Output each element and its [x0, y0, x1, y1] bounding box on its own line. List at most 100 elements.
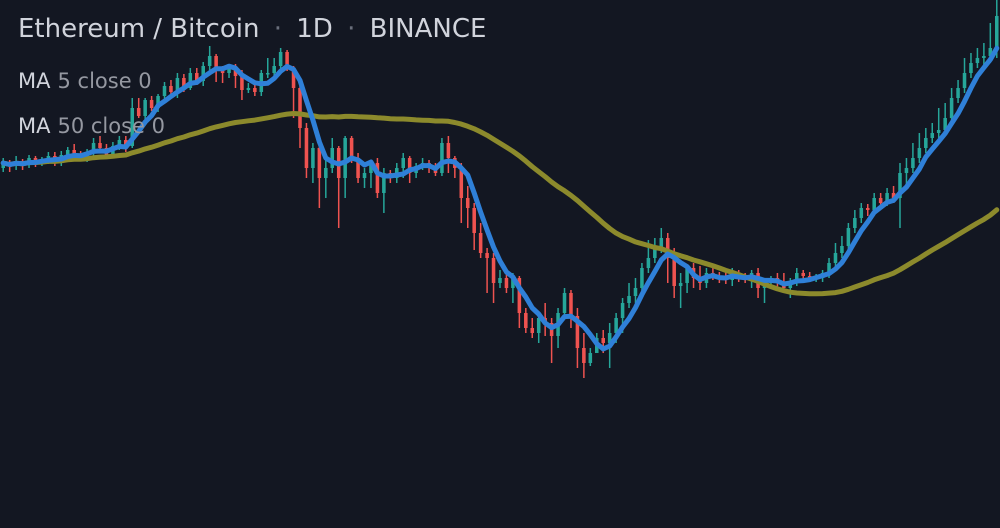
candle-body [130, 108, 135, 146]
candle-body [182, 78, 186, 88]
candle-body [562, 293, 567, 313]
candle-body [349, 138, 354, 158]
indicator-name: MA [18, 69, 51, 93]
candle-body [582, 348, 586, 363]
candle-body [524, 313, 528, 328]
candle-body [285, 52, 289, 68]
candle-body [936, 130, 941, 133]
candle-body [175, 78, 180, 92]
candle-body [627, 296, 631, 303]
candle-body [207, 56, 212, 66]
candle-body [214, 56, 218, 68]
candle-body [614, 318, 618, 333]
candle-body [536, 318, 541, 333]
candle-body [827, 263, 831, 273]
symbol-name[interactable]: Ethereum / Bitcoin [18, 14, 260, 44]
candle-body [633, 288, 638, 296]
candle-body [459, 168, 464, 198]
candle-body [646, 258, 651, 268]
candle-body [343, 138, 347, 178]
candle-body [924, 138, 928, 148]
candle-body [98, 143, 102, 148]
candle-body [575, 316, 580, 348]
candle-body [653, 248, 657, 258]
candle-body [124, 140, 128, 146]
candle-body [917, 148, 922, 158]
candle-body [885, 193, 889, 203]
candle-body [188, 73, 193, 88]
candle-body [362, 173, 367, 178]
candle-body [143, 100, 147, 116]
candle-body [246, 88, 251, 90]
candle-body [201, 66, 205, 81]
candle-body [369, 163, 373, 173]
indicator-ma5[interactable]: MA 5 close 0 [18, 69, 152, 93]
candle-body [588, 353, 593, 363]
candle-body [659, 238, 664, 248]
candles-layer [1, 0, 999, 378]
candle-body [156, 96, 160, 108]
candle-body [169, 86, 173, 92]
candle-body [478, 233, 483, 253]
candle-body [601, 338, 605, 343]
candle-body [440, 143, 444, 173]
candle-body [317, 148, 322, 178]
candle-body [949, 98, 954, 118]
candle-body [253, 88, 257, 92]
candle-body [904, 168, 909, 173]
candle-body [943, 118, 947, 130]
candle-body [498, 278, 502, 283]
candle-body [569, 293, 573, 316]
candle-body [401, 158, 405, 168]
candle-body [375, 163, 380, 193]
candle-body [530, 328, 535, 333]
candle-body [195, 73, 199, 81]
candle-body [833, 253, 838, 263]
candle-body [911, 158, 915, 168]
candle-body [872, 198, 876, 210]
candle-body [491, 258, 496, 283]
candle-body [304, 128, 309, 168]
candle-body [465, 198, 470, 208]
candle-body [956, 88, 960, 98]
candle-body [291, 68, 296, 88]
candle-body [962, 73, 967, 88]
interval-label[interactable]: 1D [296, 14, 333, 44]
candle-body [240, 76, 244, 90]
candle-body [117, 140, 122, 146]
candle-body [685, 268, 689, 283]
candle-body [517, 278, 522, 313]
candle-body [678, 283, 683, 286]
ma5-line [0, 45, 1000, 352]
indicator-ma50[interactable]: MA 50 close 0 [18, 114, 165, 138]
candle-body [607, 333, 612, 343]
candle-body [72, 150, 76, 154]
candle-body [136, 108, 141, 116]
candle-body [640, 268, 644, 288]
candle-body [930, 133, 935, 138]
candle-body [995, 16, 999, 48]
candle-body [446, 143, 451, 158]
candle-body [865, 208, 870, 210]
candle-body [298, 88, 302, 128]
candle-body [278, 52, 283, 66]
ma50-line [0, 111, 1000, 297]
candle-body [878, 198, 883, 203]
candle-body [975, 58, 980, 63]
candle-body [472, 208, 476, 233]
candle-body [162, 86, 167, 96]
candle-body [853, 218, 857, 228]
candle-body [407, 158, 412, 173]
candle-body [620, 303, 625, 318]
candle-body [227, 68, 231, 73]
candle-body [265, 73, 270, 75]
candle-body [672, 258, 676, 286]
indicator-name: MA [18, 114, 51, 138]
candle-body [982, 56, 986, 58]
candle-body [988, 48, 993, 56]
exchange-label: BINANCE [369, 14, 487, 44]
candle-body [511, 278, 515, 288]
candle-body [272, 66, 276, 73]
